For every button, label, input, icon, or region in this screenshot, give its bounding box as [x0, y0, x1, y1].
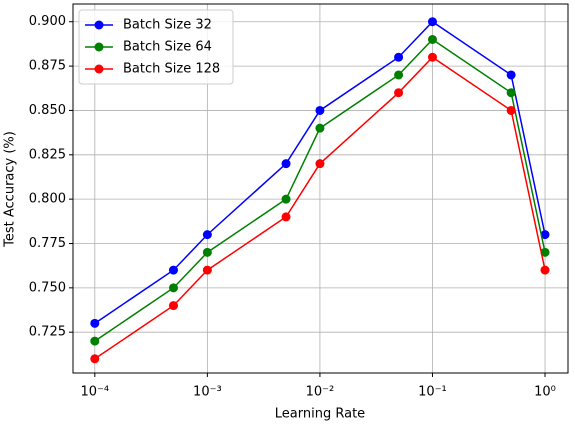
x-axis-label: Learning Rate: [275, 407, 365, 422]
marker: [394, 88, 404, 98]
legend-marker: [94, 64, 104, 74]
legend-marker: [94, 20, 104, 30]
plot-frame: [72, 3, 569, 374]
x-tick-label: 10⁻³: [193, 385, 222, 400]
marker: [202, 230, 212, 240]
marker: [427, 17, 437, 27]
marker: [202, 247, 212, 257]
marker: [540, 247, 550, 257]
x-tick-label: 10⁻⁴: [81, 385, 110, 400]
marker: [168, 301, 178, 311]
x-tick-label: 10⁻²: [306, 385, 335, 400]
marker: [506, 88, 516, 98]
marker: [168, 283, 178, 293]
marker: [168, 265, 178, 275]
marker: [281, 212, 291, 222]
y-tick-label: 0.775: [29, 236, 66, 251]
marker: [540, 230, 550, 240]
marker: [540, 265, 550, 275]
y-tick-label: 0.750: [29, 280, 66, 295]
marker: [202, 265, 212, 275]
marker: [394, 70, 404, 80]
marker: [315, 105, 325, 115]
legend: Batch Size 32 Batch Size 64 Batch Size 128: [78, 9, 234, 85]
legend-label: Batch Size 128: [123, 62, 220, 77]
marker: [506, 105, 516, 115]
marker: [506, 70, 516, 80]
x-tick-label: 10⁻¹: [418, 385, 447, 400]
x-tick-label: 10⁰: [534, 385, 556, 400]
marker: [427, 34, 437, 44]
y-tick-label: 0.800: [29, 192, 66, 207]
legend-label: Batch Size 64: [123, 40, 212, 55]
y-tick-label: 0.875: [29, 59, 66, 74]
marker: [281, 194, 291, 204]
legend-label: Batch Size 32: [123, 18, 212, 33]
y-tick-label: 0.900: [29, 14, 66, 29]
marker: [90, 318, 100, 328]
y-axis-label: Test Accuracy (%): [3, 131, 18, 248]
y-tick-label: 0.850: [29, 103, 66, 118]
marker: [90, 336, 100, 346]
y-tick-label: 0.725: [29, 325, 66, 340]
marker: [427, 52, 437, 62]
legend-box: [78, 9, 234, 85]
marker: [394, 52, 404, 62]
marker: [315, 123, 325, 133]
legend-marker: [94, 42, 104, 52]
marker: [315, 159, 325, 169]
marker: [90, 354, 100, 364]
marker: [281, 159, 291, 169]
y-tick-label: 0.825: [29, 147, 66, 162]
